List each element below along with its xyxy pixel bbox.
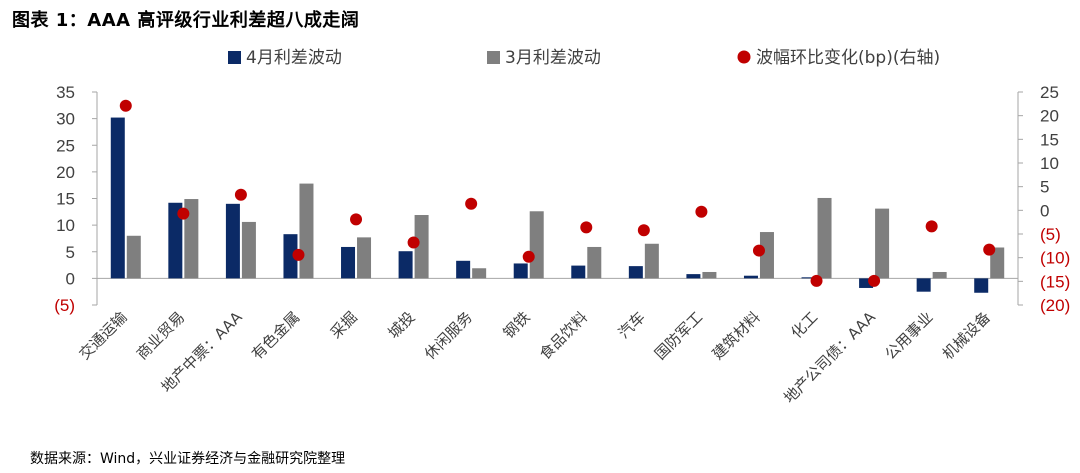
category-label: 城投 [384, 308, 418, 342]
category-label: 钢铁 [500, 308, 534, 342]
bar-april [916, 278, 931, 292]
bar-april [628, 266, 643, 279]
left-tick-label: (5) [54, 296, 75, 315]
bar-april [341, 246, 356, 279]
bar-march [644, 243, 659, 279]
left-tick-label: 25 [56, 136, 75, 155]
bar-april [859, 278, 874, 288]
category-label: 食品饮料 [536, 308, 591, 363]
left-tick-label: 15 [56, 190, 75, 209]
left-tick-label: 20 [56, 163, 75, 182]
change-point [752, 244, 765, 257]
category-label: 机械设备 [939, 308, 994, 363]
legend-label-march: 3月利差波动 [505, 48, 601, 68]
left-tick-label: 10 [56, 216, 75, 235]
category-label: 交通运输 [75, 308, 130, 363]
bar-march [702, 271, 717, 279]
legend: 4月利差波动 3月利差波动 波幅环比变化(bp)(右轴) [228, 48, 940, 68]
left-tick-label: 30 [56, 110, 75, 129]
bar-march [817, 197, 832, 279]
bar-april [398, 251, 413, 279]
bar-march [299, 183, 314, 279]
category-label: 建筑材料 [709, 308, 764, 363]
bar-march [587, 246, 602, 279]
bar-march [759, 232, 774, 279]
right-tick-label: 0 [1040, 201, 1049, 220]
right-tick-label: (10) [1040, 249, 1070, 268]
change-point [983, 243, 996, 256]
change-point [292, 248, 305, 261]
category-label: 化工 [787, 308, 821, 342]
change-point [810, 274, 823, 287]
legend-label-change: 波幅环比变化(bp)(右轴) [756, 48, 940, 68]
bar-march [241, 221, 256, 279]
legend-swatch-april [228, 51, 241, 64]
bar-april [110, 117, 125, 279]
right-tick-label: (15) [1040, 272, 1070, 291]
right-tick-label: 10 [1040, 154, 1059, 173]
bar-march [184, 199, 199, 279]
right-tick-label: 20 [1040, 107, 1059, 126]
figure-title: 图表 1：AAA 高评级行业利差超八成走阔 [12, 10, 360, 31]
category-label: 有色金属 [248, 308, 303, 363]
legend-label-april: 4月利差波动 [246, 48, 342, 68]
bar-april [743, 275, 758, 279]
bar-april [974, 278, 989, 293]
bar-april [513, 263, 528, 279]
bar-march [414, 215, 429, 279]
change-point [234, 188, 247, 201]
bar-march [472, 268, 487, 279]
chart: 4月利差波动 3月利差波动 波幅环比变化(bp)(右轴) (5) 0 5 10 15 20 25… [54, 48, 1070, 407]
right-tick-label: (5) [1040, 225, 1061, 244]
change-point [695, 205, 708, 218]
change-point [868, 274, 881, 287]
left-tick-label: 35 [56, 83, 75, 102]
change-point [522, 250, 535, 263]
bar-march [126, 235, 141, 279]
change-point [580, 221, 593, 234]
category-label: 国防军工 [651, 308, 706, 363]
bar-march [990, 247, 1005, 279]
change-point [407, 236, 420, 249]
right-tick-label: 5 [1040, 178, 1049, 197]
right-tick-label: 15 [1040, 130, 1059, 149]
left-tick-label: 5 [66, 243, 75, 262]
bar-april [456, 260, 471, 279]
bar-march [357, 237, 372, 279]
change-point [465, 197, 478, 210]
bar-april [283, 234, 298, 279]
legend-marker-change [737, 50, 751, 64]
bar-march [529, 211, 544, 279]
change-point [119, 99, 132, 112]
chart-marks [110, 99, 1005, 293]
category-label: 公用事业 [881, 308, 936, 363]
change-point [350, 213, 363, 226]
bar-april [801, 277, 816, 279]
bar-april [571, 265, 586, 279]
right-tick-label: (20) [1040, 296, 1070, 315]
bar-april [168, 202, 183, 279]
legend-swatch-march [487, 51, 500, 64]
right-tick-label: 25 [1040, 83, 1059, 102]
left-tick-label: 0 [66, 269, 75, 288]
category-label: 休闲服务 [421, 308, 476, 363]
bar-april [686, 274, 701, 279]
bar-april [225, 203, 240, 279]
category-label: 商业贸易 [133, 308, 188, 363]
bar-march [932, 271, 947, 279]
bar-march [875, 208, 890, 279]
change-point [177, 207, 190, 220]
category-label: 采掘 [327, 308, 361, 342]
category-label: 汽车 [615, 308, 649, 342]
change-point [925, 220, 938, 233]
change-point [637, 224, 650, 237]
source-note: 数据来源：Wind，兴业证券经济与金融研究院整理 [30, 451, 346, 467]
